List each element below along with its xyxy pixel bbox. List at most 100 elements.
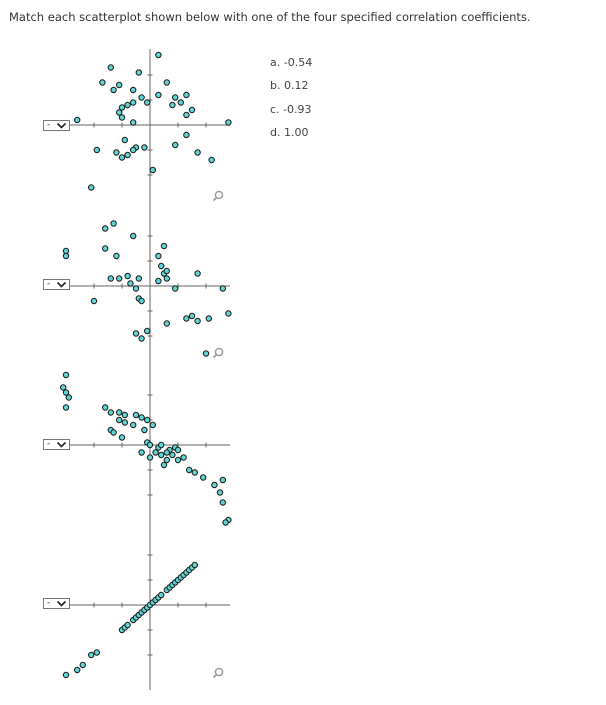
data-point (163, 449, 171, 456)
data-point (138, 449, 145, 456)
data-point (102, 245, 109, 252)
scatterplot-4 (60, 527, 240, 692)
data-point (158, 262, 165, 270)
data-point (200, 474, 207, 481)
option-b: b. 0.12 (270, 79, 309, 93)
data-point (135, 69, 143, 76)
data-point (138, 94, 145, 101)
data-point (102, 404, 109, 411)
data-point (216, 489, 224, 496)
data-point (149, 421, 157, 429)
correlation-select-3[interactable]: - (43, 439, 70, 450)
data-point (74, 116, 81, 124)
data-point (79, 661, 86, 669)
data-point (124, 101, 131, 109)
data-point (93, 649, 100, 656)
data-point (219, 499, 227, 506)
data-point (130, 119, 137, 126)
chevron-down-icon (56, 122, 67, 129)
option-a: a. -0.54 (270, 56, 313, 69)
data-point (74, 666, 81, 674)
data-point (205, 315, 213, 322)
data-point (155, 91, 162, 99)
data-point (194, 317, 201, 325)
data-point (191, 561, 199, 569)
chevron-down-icon (56, 281, 67, 288)
data-point (107, 64, 114, 71)
data-point (130, 86, 137, 94)
data-point (130, 232, 137, 240)
data-point (155, 51, 162, 59)
data-point (107, 409, 114, 416)
data-point (188, 312, 196, 320)
data-point (160, 242, 168, 250)
correlation-select-4[interactable]: - (43, 598, 70, 609)
data-point (138, 414, 145, 421)
data-point (172, 141, 179, 149)
data-point (183, 91, 190, 99)
data-point (121, 136, 129, 144)
data-point (124, 151, 131, 159)
correlation-select-2[interactable]: - (43, 279, 70, 290)
question-text: Match each scatterplot shown below with … (9, 10, 531, 24)
correlation-select-1[interactable]: - (43, 120, 70, 131)
data-point (118, 104, 126, 111)
data-point (183, 315, 190, 322)
data-point (113, 252, 120, 260)
data-point (144, 99, 151, 106)
data-point (174, 446, 182, 454)
scatterplot-1 (60, 47, 240, 212)
data-point (155, 252, 162, 260)
data-point (158, 451, 165, 459)
data-point (107, 275, 114, 282)
data-point (186, 466, 193, 474)
data-point (130, 99, 137, 106)
data-point (144, 416, 151, 424)
data-point (102, 225, 109, 232)
magnifier-icon[interactable] (212, 190, 224, 202)
data-point (144, 327, 151, 335)
data-point (149, 166, 157, 174)
data-point (138, 335, 145, 342)
data-point (194, 270, 201, 277)
answer-options: a. -0.54 b. 0.12 c. -0.93 d. 1.00 (270, 56, 312, 149)
data-point (116, 81, 123, 89)
data-point (113, 149, 120, 156)
data-point (219, 476, 227, 484)
data-point (130, 146, 137, 154)
data-point (110, 220, 117, 227)
data-point (211, 481, 218, 489)
data-point (183, 131, 190, 139)
data-point (177, 99, 185, 106)
selected-value: - (47, 598, 51, 608)
chevron-down-icon (56, 600, 67, 607)
data-point (202, 350, 210, 357)
data-point (138, 297, 145, 305)
magnifier-icon[interactable] (212, 667, 224, 679)
data-point (169, 451, 176, 459)
data-point (155, 277, 162, 285)
data-point (194, 149, 201, 156)
data-point (121, 419, 129, 426)
data-point (132, 285, 140, 292)
data-point (110, 429, 117, 436)
data-point (121, 411, 129, 419)
magnifier-icon[interactable] (212, 347, 224, 359)
data-point (141, 426, 148, 434)
data-point (93, 146, 100, 154)
data-point (62, 371, 70, 379)
selected-value: - (47, 120, 51, 130)
data-point (62, 671, 70, 679)
data-point (124, 272, 131, 280)
data-point (163, 79, 171, 86)
data-point (88, 651, 95, 659)
data-point (130, 421, 137, 429)
data-point (158, 441, 165, 449)
data-point (160, 461, 168, 469)
data-point (116, 409, 123, 416)
data-point (225, 119, 232, 126)
data-point (146, 441, 154, 449)
data-point (141, 144, 148, 151)
data-point (219, 285, 227, 292)
data-point (163, 275, 171, 282)
